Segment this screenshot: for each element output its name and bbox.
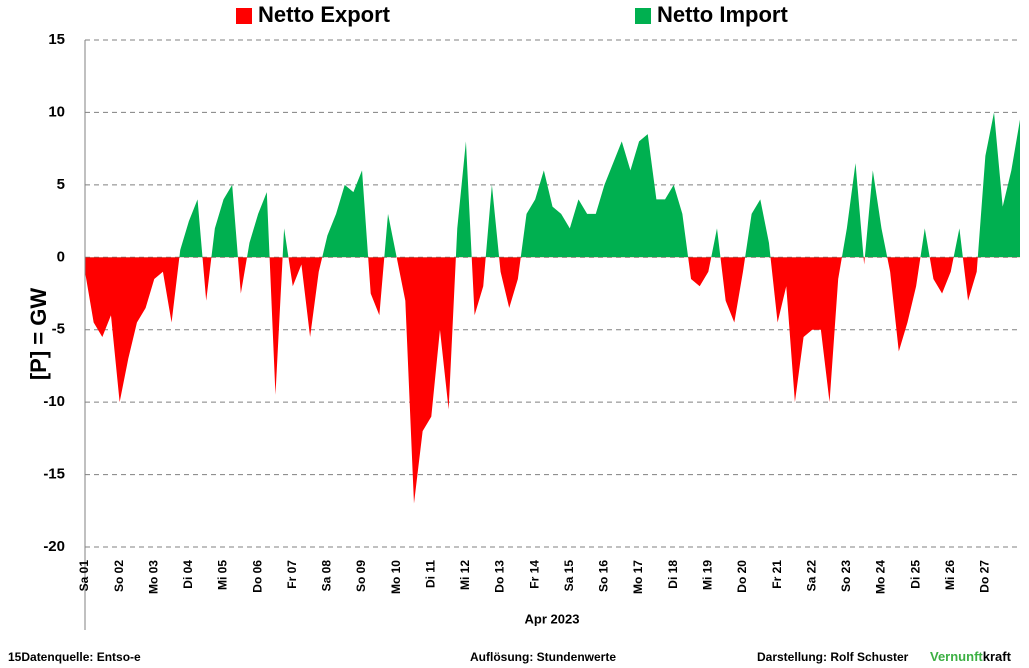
footer-author: Darstellung: Rolf Schuster — [757, 650, 909, 664]
x-tick-label: Do 13 — [493, 560, 507, 593]
x-tick-label: Mo 03 — [146, 560, 160, 594]
import-area — [179, 112, 1020, 258]
x-tick-label: Sa 08 — [320, 560, 334, 592]
x-tick-label: Fr 07 — [285, 560, 299, 589]
footer-resolution: Auflösung: Stundenwerte — [470, 650, 616, 664]
legend-label: Netto Import — [657, 2, 788, 27]
legend-swatch — [635, 8, 651, 24]
x-tick-label: Do 27 — [978, 560, 992, 593]
y-tick-label: -15 — [43, 466, 65, 483]
x-tick-label: Mo 10 — [389, 560, 403, 594]
legend-label: Netto Export — [258, 2, 391, 27]
x-tick-label: So 09 — [354, 560, 368, 592]
footer-brand: Vernunftkraft — [930, 649, 1012, 664]
y-tick-label: 15 — [48, 31, 65, 48]
x-tick-label: Sa 01 — [77, 560, 91, 592]
x-tick-label: Mi 12 — [458, 560, 472, 590]
y-tick-label: -5 — [52, 321, 65, 338]
x-tick-label: Di 11 — [423, 560, 437, 588]
x-tick-label: Di 18 — [666, 560, 680, 589]
y-tick-label: 0 — [57, 248, 65, 265]
x-tick-label: Sa 15 — [562, 560, 576, 592]
y-axis-label: [P] = GW — [26, 288, 51, 381]
y-tick-label: 5 — [57, 176, 65, 193]
x-tick-label: Do 06 — [250, 560, 264, 593]
x-tick-label: Mi 05 — [216, 560, 230, 590]
x-tick-label: So 23 — [839, 560, 853, 592]
export-area — [85, 257, 1020, 504]
x-tick-label: Di 25 — [908, 560, 922, 589]
legend-swatch — [236, 8, 252, 24]
x-tick-label: Mo 24 — [874, 560, 888, 594]
y-tick-label: -10 — [43, 393, 65, 410]
brand-a: Vernunft — [930, 649, 983, 664]
y-tick-label: -20 — [43, 538, 65, 555]
x-tick-label: Mo 17 — [631, 560, 645, 594]
x-tick-label: Mi 19 — [701, 560, 715, 590]
x-tick-label: Mi 26 — [943, 560, 957, 590]
x-tick-label: So 16 — [597, 560, 611, 592]
brand-b: kraft — [983, 649, 1012, 664]
y-tick-label: 10 — [48, 103, 65, 120]
x-tick-label: Di 04 — [181, 560, 195, 589]
x-axis-label: Apr 2023 — [525, 611, 580, 626]
x-tick-label: Fr 21 — [770, 560, 784, 589]
footer-source: 15Datenquelle: Entso-e — [8, 650, 141, 664]
x-tick-label: Sa 22 — [804, 560, 818, 592]
x-tick-label: So 02 — [112, 560, 126, 592]
x-tick-label: Do 20 — [735, 560, 749, 593]
x-tick-label: Fr 14 — [527, 560, 541, 589]
